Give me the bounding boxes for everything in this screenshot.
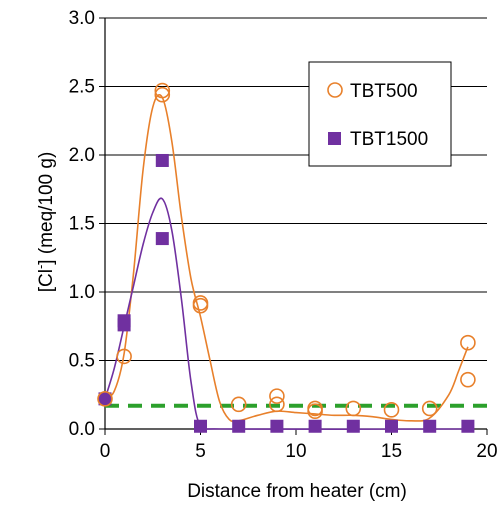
data-point-tbt1500 [385, 419, 398, 433]
x-tick-label: 5 [195, 441, 206, 462]
data-point-tbt500 [460, 371, 476, 388]
data-point-tbt500 [97, 391, 113, 407]
data-point-tbt1500 [117, 318, 131, 332]
data-point-tbt1500 [346, 419, 360, 433]
legend-box [308, 61, 452, 167]
data-point-tbt500 [345, 400, 362, 417]
fit-curve-tbt500 [104, 94, 469, 423]
y-axis-label: [Cl-] (meq/100 g) [33, 152, 57, 293]
data-point-tbt500 [230, 396, 247, 413]
y-tick-label: 2.5 [69, 77, 95, 98]
y-tick-label: 1.0 [69, 282, 95, 303]
data-point-tbt500 [307, 403, 323, 419]
data-point-tbt500 [421, 400, 438, 417]
y-tick-label: 3.0 [69, 8, 95, 29]
y-tick-label: 1.5 [69, 214, 95, 235]
y-axis-label-part2: ] (meq/100 g) [36, 152, 57, 265]
data-point-tbt500 [154, 82, 171, 99]
legend-marker-tbt1500 [328, 132, 341, 145]
x-tick-label: 10 [285, 441, 306, 462]
data-point-tbt1500 [194, 419, 207, 433]
data-point-tbt1500 [423, 419, 437, 433]
data-point-tbt1500 [270, 419, 284, 433]
y-tick-label: 2.0 [69, 145, 95, 166]
y-tick-label: 0.0 [69, 419, 95, 440]
legend-label-tbt500: TBT500 [350, 81, 418, 102]
data-point-tbt1500 [155, 153, 169, 167]
y-tick-label: 0.5 [69, 351, 95, 372]
legend-label-tbt1500: TBT1500 [350, 129, 428, 150]
x-tick-label: 15 [381, 441, 402, 462]
data-point-tbt500 [383, 402, 400, 418]
data-point-tbt500 [269, 396, 285, 413]
x-tick-label: 20 [476, 441, 497, 462]
data-point-tbt1500 [98, 392, 112, 406]
data-markers [97, 82, 476, 433]
data-point-tbt1500 [308, 419, 322, 433]
y-axis-label-superscript: - [33, 265, 48, 269]
data-point-tbt1500 [232, 419, 246, 433]
x-tick-label: 0 [100, 441, 111, 462]
data-point-tbt500 [154, 86, 171, 103]
data-point-tbt500 [269, 388, 285, 404]
legend-marker-tbt500 [327, 82, 343, 98]
data-point-tbt500 [460, 334, 476, 351]
tick-labels: 0.0 0.5 1.0 1.5 2.0 2.5 3.0 0 5 10 15 20 [69, 8, 498, 462]
x-axis-label: Distance from heater (cm) [187, 481, 407, 502]
data-point-tbt1500 [461, 419, 475, 433]
y-axis-label-part1: [Cl [36, 269, 57, 292]
data-point-tbt500 [116, 348, 132, 365]
legend: TBT500 TBT1500 [308, 61, 452, 167]
data-point-tbt1500 [155, 232, 169, 246]
data-point-tbt500 [192, 297, 209, 314]
